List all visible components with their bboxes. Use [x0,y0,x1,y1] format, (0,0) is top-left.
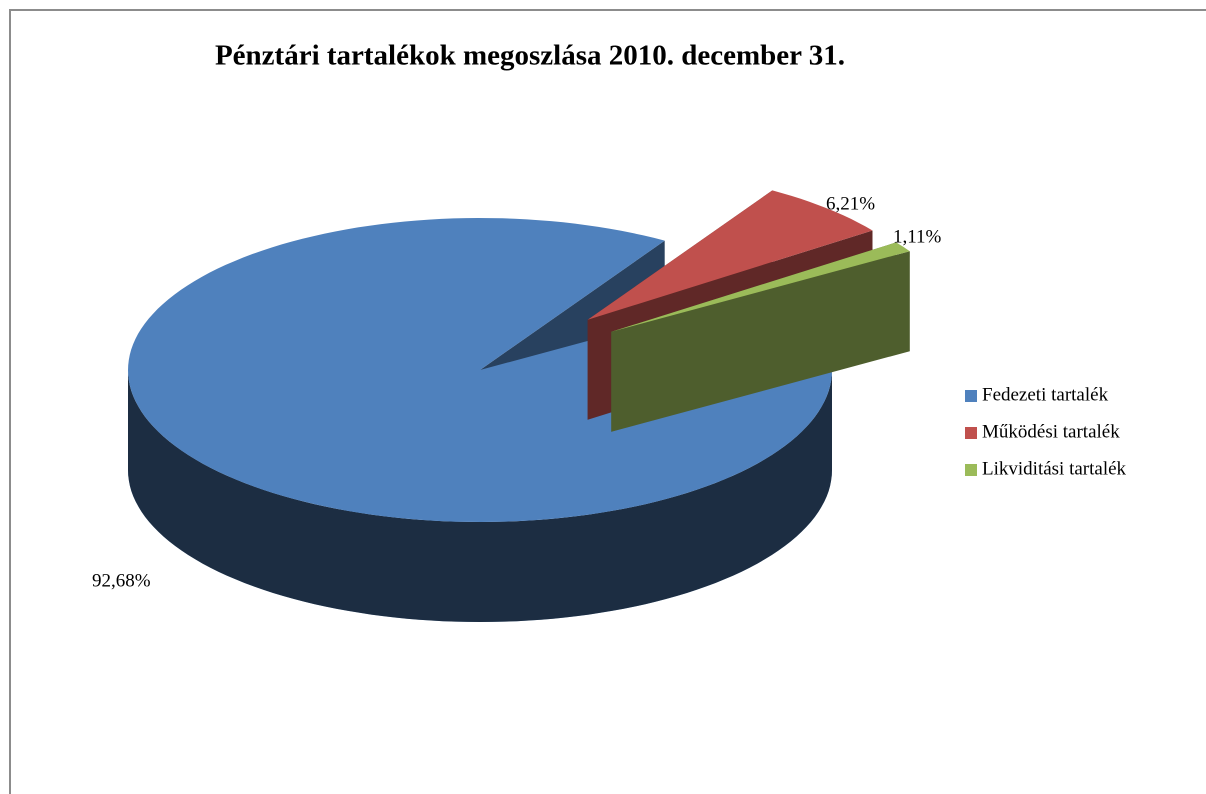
legend-label: Likviditási tartalék [982,458,1127,479]
slice-side-shade [128,370,832,622]
frame [9,9,1206,794]
legend-swatch [965,390,977,402]
legend-swatch [965,427,977,439]
slice [611,242,910,332]
slice [128,218,832,522]
data-label: 1,11% [893,226,942,247]
legend-label: Működési tartalék [982,421,1120,442]
data-label: 92,68% [92,570,151,591]
slice [587,190,873,320]
chart-title: Pénztári tartalékok megoszlása 2010. dec… [215,40,845,72]
legend-swatch [965,464,977,476]
slice-wall [611,251,910,432]
legend-label: Fedezeti tartalék [982,384,1109,405]
data-label: 6,21% [826,193,875,214]
